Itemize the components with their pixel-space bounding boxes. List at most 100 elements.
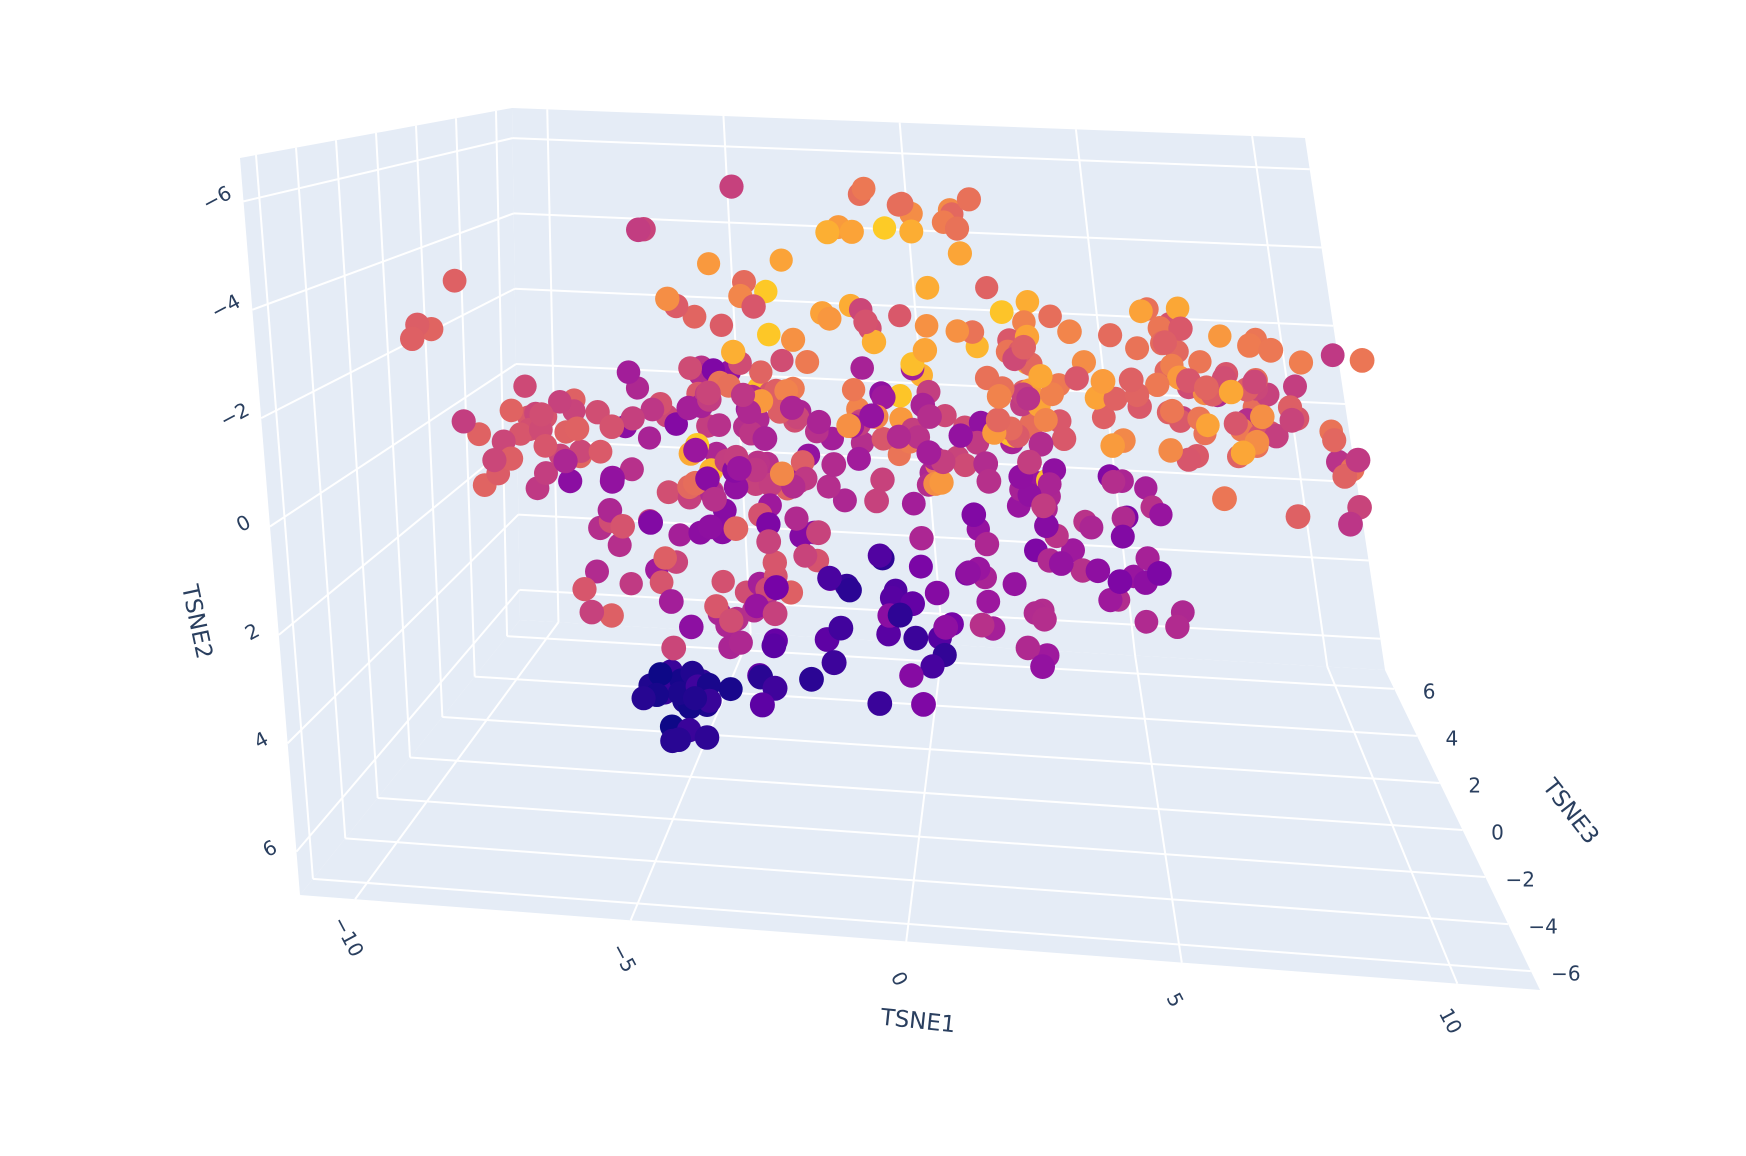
data-point — [749, 692, 775, 718]
y-tick-label: −2 — [216, 397, 253, 432]
data-point — [741, 294, 766, 319]
data-point — [1118, 367, 1144, 393]
data-point — [781, 327, 806, 352]
data-point — [828, 615, 854, 641]
data-point — [1264, 423, 1289, 449]
data-point — [901, 491, 926, 516]
data-point — [482, 448, 507, 473]
data-point — [769, 461, 795, 486]
x-tick-label: 5 — [1162, 989, 1189, 1012]
z-tick-label: 6 — [1423, 679, 1436, 703]
data-point — [1032, 607, 1057, 632]
data-point — [679, 614, 704, 640]
data-point — [929, 470, 954, 495]
data-point — [756, 529, 782, 555]
data-point — [1100, 433, 1125, 458]
data-point — [1208, 324, 1232, 348]
data-point — [1037, 472, 1062, 496]
data-point — [763, 575, 789, 601]
data-point — [1168, 316, 1193, 341]
y-tick-label: 2 — [241, 618, 264, 645]
data-point — [1090, 369, 1116, 394]
data-point — [1107, 569, 1133, 594]
data-point — [653, 546, 677, 570]
data-point — [1098, 588, 1123, 613]
data-point — [944, 216, 970, 241]
data-point — [969, 612, 995, 638]
data-point — [839, 219, 864, 244]
data-point — [752, 426, 778, 451]
data-point — [948, 423, 973, 448]
data-point — [836, 413, 861, 439]
data-point — [920, 654, 945, 679]
data-point — [867, 691, 893, 716]
data-point — [696, 380, 721, 406]
data-point — [899, 663, 924, 688]
y-tick-label: 4 — [250, 726, 273, 753]
gridline-z — [335, 140, 379, 799]
data-point — [761, 633, 787, 659]
y-tick-label: 6 — [259, 835, 282, 862]
gridline-z — [474, 675, 1417, 737]
data-point — [638, 510, 663, 535]
data-point — [616, 360, 641, 385]
data-point — [1134, 476, 1158, 500]
data-point — [730, 382, 756, 407]
data-point — [1250, 404, 1275, 430]
data-point — [631, 686, 656, 711]
data-point — [976, 589, 1001, 614]
data-point — [529, 402, 554, 427]
data-point — [749, 360, 773, 384]
data-point — [899, 219, 924, 244]
data-point — [816, 474, 841, 499]
x-tick-label: 0 — [886, 967, 913, 990]
data-point — [1160, 398, 1185, 424]
data-point — [711, 569, 735, 594]
data-point — [697, 252, 721, 276]
data-point — [832, 488, 857, 513]
data-point — [864, 488, 889, 514]
data-point — [986, 384, 1012, 409]
data-point — [1101, 469, 1126, 494]
data-point — [917, 404, 942, 429]
data-point — [916, 440, 942, 466]
data-point — [953, 453, 978, 478]
data-point — [821, 452, 847, 477]
data-point — [726, 456, 752, 481]
data-point — [683, 437, 708, 463]
data-point — [695, 466, 720, 492]
x-tick-label: −5 — [606, 939, 641, 976]
data-point — [911, 692, 936, 717]
data-point — [956, 187, 982, 212]
data-point — [1195, 413, 1220, 438]
data-point — [870, 467, 895, 492]
data-point — [1091, 405, 1116, 430]
data-point — [619, 572, 643, 596]
data-point — [769, 248, 793, 272]
y-tick-label: −6 — [198, 181, 235, 216]
y-tick-label: −4 — [207, 289, 244, 324]
gridline-z — [375, 132, 411, 758]
data-point — [1242, 369, 1267, 395]
gridline-z — [377, 796, 1486, 879]
data-point — [666, 727, 692, 752]
data-point — [1079, 515, 1104, 540]
data-point — [1237, 333, 1262, 358]
data-point — [656, 480, 681, 505]
data-point — [887, 602, 913, 628]
z-tick-label: 4 — [1446, 726, 1459, 750]
data-point — [1030, 654, 1055, 679]
data-point — [707, 413, 732, 437]
data-point — [851, 176, 876, 201]
data-point — [1279, 407, 1305, 433]
data-point — [933, 614, 959, 640]
data-point — [853, 309, 878, 335]
data-point — [451, 409, 476, 434]
data-point — [1165, 614, 1190, 639]
left-wall — [240, 108, 520, 895]
data-point — [658, 589, 684, 614]
gridline-z — [455, 118, 476, 677]
floor-wall — [300, 620, 1540, 990]
data-point — [1176, 447, 1201, 472]
data-point — [585, 559, 609, 584]
